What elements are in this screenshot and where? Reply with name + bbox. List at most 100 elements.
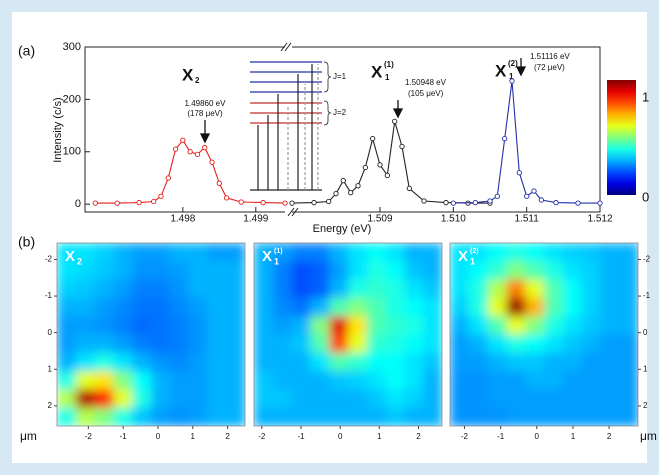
heatmap-cell — [57, 316, 77, 336]
heatmap-cell — [75, 371, 96, 390]
heatmap-cell — [366, 352, 387, 372]
data-point — [223, 195, 230, 201]
data-point — [494, 193, 500, 199]
heatmap-cell — [366, 371, 387, 390]
heatmap-cell — [404, 352, 424, 372]
heatmap-cell — [226, 261, 245, 281]
heatmap-cell — [525, 389, 545, 409]
x-tick-label: 1.510 — [441, 214, 466, 225]
heatmap-cell — [581, 352, 601, 372]
heatmap-cell — [450, 389, 470, 409]
heatmap-cell — [57, 243, 77, 262]
heatmap-cell — [544, 371, 564, 390]
data-point — [158, 193, 164, 199]
heatmap-cell — [506, 316, 526, 336]
heatmap-cell — [329, 316, 349, 336]
y-axis-title: Intensity (c/s) — [52, 97, 64, 162]
x-unit: μm — [20, 429, 37, 443]
heatmap-cell — [487, 297, 507, 317]
heatmap-cell — [291, 316, 311, 336]
heatmap-cell — [348, 352, 368, 372]
heatmap-cell — [151, 389, 171, 409]
heatmap-cell — [600, 407, 620, 426]
heatmap-cell — [525, 334, 545, 354]
heatmap-cell — [226, 407, 245, 426]
level-diagram — [250, 61, 332, 191]
data-point — [392, 118, 398, 125]
heatmap-cell — [450, 334, 470, 354]
heatmap-cell — [600, 261, 620, 281]
heatmap-cell — [188, 261, 208, 281]
peak-label-sup: (1) — [384, 60, 394, 69]
heatmap-cell — [329, 334, 349, 354]
heatmap-cell — [366, 389, 387, 409]
heatmap-cell — [226, 243, 245, 262]
heatmap-cell — [562, 243, 583, 262]
heatmap-cell — [254, 316, 274, 336]
heatmap-cell — [132, 407, 152, 426]
x-tick-label: -1 — [297, 432, 305, 441]
peak-label-sub: 2 — [195, 76, 200, 85]
map-title: X — [458, 248, 468, 265]
heatmap-cell — [404, 407, 424, 426]
heatmap-cell — [113, 279, 133, 299]
heatmap-cell — [57, 261, 77, 281]
heatmap-cell — [506, 261, 526, 281]
heatmap-cell — [57, 371, 77, 390]
heatmap-cell — [188, 389, 208, 409]
heatmap-cell — [562, 297, 583, 317]
heatmap-cell — [291, 334, 311, 354]
heatmap-cell — [525, 352, 545, 372]
heatmap-cell — [329, 352, 349, 372]
heatmap-cell — [75, 243, 96, 262]
heatmap-cell — [506, 279, 526, 299]
x-tick-label: -2 — [258, 432, 266, 441]
heatmap-cell — [385, 352, 405, 372]
data-point — [509, 78, 515, 84]
y-tick-label: 0 — [643, 328, 648, 337]
heatmap-cell — [75, 279, 96, 299]
heatmap-cell — [423, 279, 442, 299]
heatmap-cell — [404, 316, 424, 336]
heatmap-cell — [450, 371, 470, 390]
y-tick-label: 100 — [63, 146, 81, 158]
data-point — [348, 189, 354, 196]
heatmap-cell — [169, 279, 190, 299]
heatmap-cell — [272, 407, 293, 426]
data-point — [538, 197, 544, 203]
data-point — [487, 198, 493, 204]
x-tick-label: 1.499 — [243, 214, 268, 225]
heatmap-cell — [619, 279, 638, 299]
heatmap — [254, 243, 442, 426]
heatmap-cell — [544, 407, 564, 426]
heatmap-cell — [132, 261, 152, 281]
heatmap-cell — [525, 407, 545, 426]
data-point — [443, 199, 449, 206]
heatmap-cell — [169, 334, 190, 354]
heatmap-cell — [423, 297, 442, 317]
heatmap-cell — [544, 279, 564, 299]
heatmap-cell — [329, 371, 349, 390]
heatmap-cell — [600, 389, 620, 409]
heatmap-cell — [487, 371, 507, 390]
heatmap-cell — [348, 279, 368, 299]
heatmap-cell — [188, 407, 208, 426]
heatmap-cell — [450, 261, 470, 281]
x-axis-title: Energy (eV) — [313, 223, 372, 235]
heatmap-cell — [385, 316, 405, 336]
heatmap-cell — [404, 261, 424, 281]
heatmap-cell — [423, 316, 442, 336]
heatmap-cell — [169, 297, 190, 317]
data-point — [377, 162, 383, 168]
arrows — [199, 58, 527, 144]
heatmap-cell — [207, 261, 227, 281]
heatmap-cell — [188, 297, 208, 317]
map-title-sup: (2) — [470, 248, 479, 255]
x-tick-label: 2 — [607, 432, 612, 441]
heatmap-cell — [450, 297, 470, 317]
peak-width: (72 μeV) — [534, 63, 565, 72]
heatmap-cell — [487, 389, 507, 409]
heatmap-cell — [226, 389, 245, 409]
x-tick-label: 0 — [338, 432, 343, 441]
